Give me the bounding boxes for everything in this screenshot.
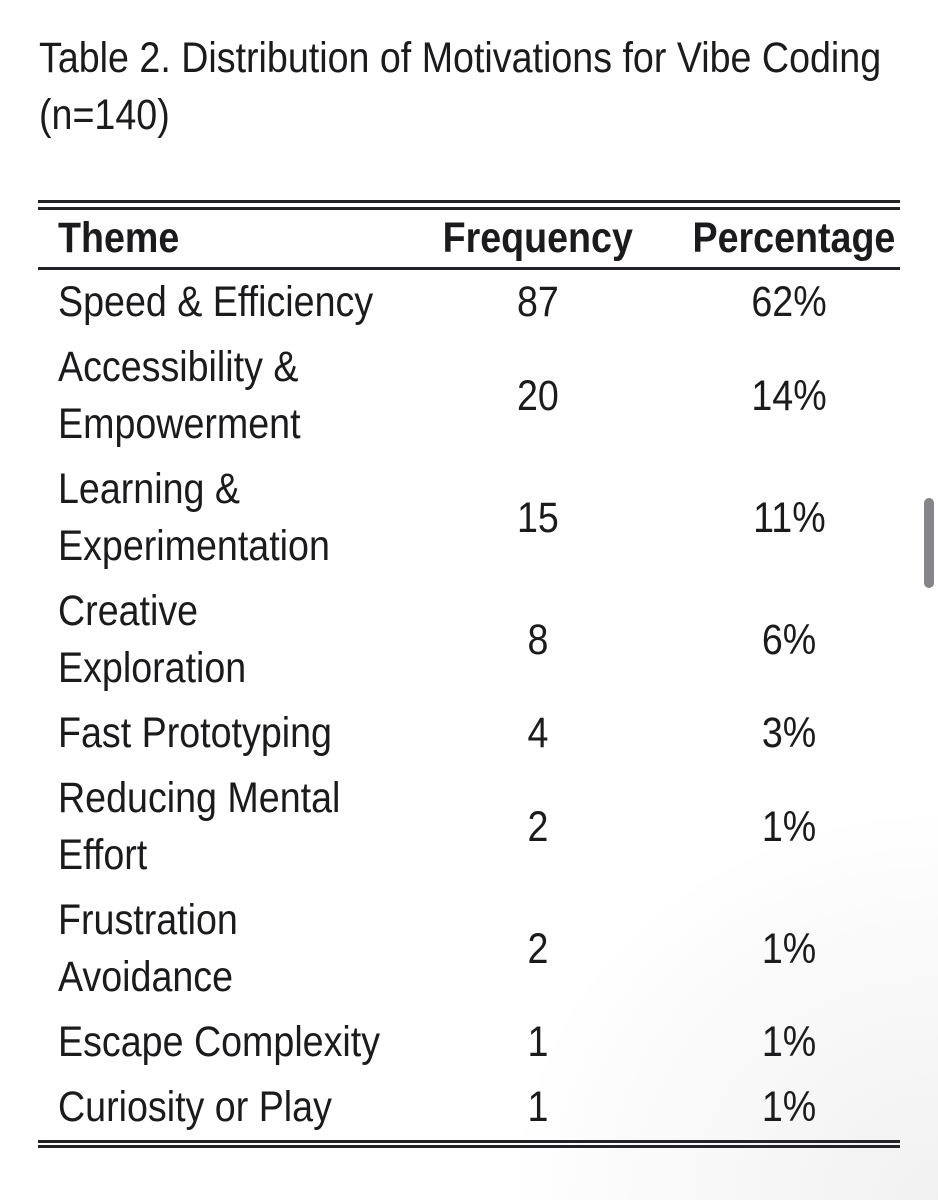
theme-cell: Speed & Efficiency <box>58 278 374 326</box>
table-top-rule <box>38 200 900 210</box>
table-row: Reducing Mental Effort 2 1% <box>38 766 900 888</box>
table-row: Accessibility & Empowerment 20 14% <box>38 335 900 457</box>
percentage-cell: 1% <box>761 1083 817 1131</box>
column-header-percentage: Percentage <box>678 210 900 270</box>
table-body: Speed & Efficiency 87 62% Accessibility & Em… <box>38 269 900 1141</box>
data-table: Theme Frequency Percentage Speed & Effic… <box>38 210 900 1140</box>
theme-cell: Fast Prototyping <box>58 709 332 757</box>
table-row: Speed & Efficiency 87 62% <box>38 269 900 336</box>
table-caption-sample-size: (n=140) <box>39 91 170 139</box>
table-caption-title: Table 2. Distribution of Motivations for… <box>39 34 882 82</box>
frequency-cell: 20 <box>517 371 559 420</box>
column-header-theme: Theme <box>38 210 398 270</box>
theme-cell: Reducing Mental Effort <box>58 774 341 879</box>
motivations-table: Theme Frequency Percentage Speed & Effic… <box>38 200 900 1148</box>
table-row: Fast Prototyping 4 3% <box>38 701 900 766</box>
frequency-cell: 2 <box>527 924 549 973</box>
percentage-cell: 1% <box>761 924 817 973</box>
table-row: Curiosity or Play 1 1% <box>38 1075 900 1140</box>
theme-cell: Escape Complexity <box>58 1018 381 1066</box>
percentage-cell: 14% <box>751 371 827 420</box>
theme-cell: Creative Exploration <box>58 587 247 692</box>
scrollbar-thumb[interactable] <box>924 498 934 588</box>
table-caption: Table 2. Distribution of Motivations for… <box>39 30 938 144</box>
table-row: Learning & Experimentation 15 11% <box>38 457 900 579</box>
percentage-cell: 6% <box>761 615 817 664</box>
table-row: Creative Exploration 8 6% <box>38 579 900 701</box>
frequency-cell: 15 <box>517 493 559 542</box>
frequency-cell: 4 <box>527 709 549 757</box>
column-header-frequency: Frequency <box>398 210 678 270</box>
percentage-cell: 62% <box>751 278 827 326</box>
theme-cell: Curiosity or Play <box>58 1083 332 1131</box>
frequency-cell: 87 <box>517 278 559 326</box>
table-row: Escape Complexity 1 1% <box>38 1010 900 1075</box>
frequency-cell: 1 <box>527 1083 549 1131</box>
percentage-cell: 1% <box>761 1018 817 1066</box>
table-header-row: Theme Frequency Percentage <box>38 210 900 270</box>
table-row: Frustration Avoidance 2 1% <box>38 888 900 1010</box>
frequency-cell: 2 <box>527 802 549 851</box>
percentage-cell: 11% <box>752 493 826 542</box>
percentage-cell: 1% <box>761 802 817 851</box>
frequency-cell: 8 <box>527 615 549 664</box>
theme-cell: Accessibility & Empowerment <box>58 343 301 448</box>
theme-cell: Learning & Experimentation <box>58 465 330 570</box>
frequency-cell: 1 <box>527 1018 549 1066</box>
table-bottom-rule <box>38 1140 900 1148</box>
theme-cell: Frustration Avoidance <box>58 896 238 1001</box>
percentage-cell: 3% <box>761 709 817 757</box>
